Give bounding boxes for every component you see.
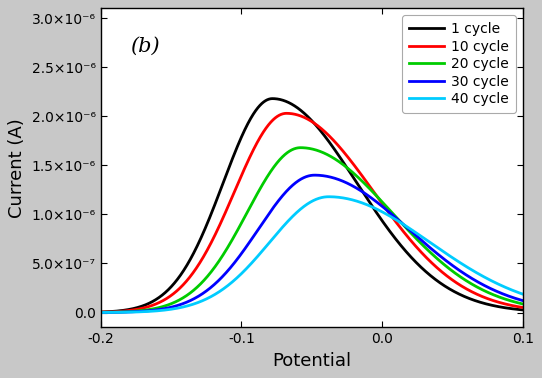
10 cycle <box>260 131 266 135</box>
40 cycle <box>325 194 332 199</box>
30 cycle <box>171 304 177 309</box>
1 cycle <box>269 96 276 101</box>
1 cycle <box>146 301 152 305</box>
Line: 30 cycle: 30 cycle <box>101 175 522 313</box>
20 cycle <box>98 310 104 314</box>
10 cycle <box>283 111 290 116</box>
40 cycle <box>519 292 526 296</box>
1 cycle <box>278 98 285 102</box>
40 cycle <box>98 310 104 315</box>
X-axis label: Potential: Potential <box>272 352 351 370</box>
40 cycle <box>146 309 152 314</box>
1 cycle <box>98 310 104 314</box>
20 cycle <box>298 146 304 150</box>
1 cycle <box>519 308 526 312</box>
40 cycle <box>278 227 284 231</box>
20 cycle <box>146 307 152 312</box>
1 cycle <box>171 281 177 286</box>
20 cycle <box>519 302 526 306</box>
1 cycle <box>466 296 472 301</box>
30 cycle <box>146 308 152 313</box>
30 cycle <box>511 296 518 301</box>
Y-axis label: Current (A): Current (A) <box>8 118 27 218</box>
40 cycle <box>260 248 266 253</box>
1 cycle <box>260 101 266 105</box>
Line: 10 cycle: 10 cycle <box>101 113 522 312</box>
40 cycle <box>511 289 518 293</box>
20 cycle <box>466 280 472 285</box>
30 cycle <box>466 274 472 279</box>
20 cycle <box>171 300 177 305</box>
30 cycle <box>98 310 104 315</box>
10 cycle <box>278 112 284 117</box>
10 cycle <box>171 291 177 296</box>
Legend: 1 cycle, 10 cycle, 20 cycle, 30 cycle, 40 cycle: 1 cycle, 10 cycle, 20 cycle, 30 cycle, 4… <box>402 15 516 113</box>
40 cycle <box>466 266 472 271</box>
Line: 40 cycle: 40 cycle <box>101 197 522 313</box>
10 cycle <box>98 310 104 314</box>
30 cycle <box>260 221 266 225</box>
10 cycle <box>146 304 152 309</box>
30 cycle <box>278 195 284 200</box>
10 cycle <box>466 288 472 293</box>
10 cycle <box>519 305 526 310</box>
30 cycle <box>519 298 526 303</box>
Line: 1 cycle: 1 cycle <box>101 99 522 312</box>
Line: 20 cycle: 20 cycle <box>101 148 522 312</box>
20 cycle <box>511 300 518 304</box>
1 cycle <box>511 307 518 311</box>
20 cycle <box>260 182 266 187</box>
30 cycle <box>312 173 318 177</box>
20 cycle <box>278 156 284 161</box>
40 cycle <box>171 307 177 311</box>
10 cycle <box>511 304 518 308</box>
Text: (b): (b) <box>131 37 160 56</box>
